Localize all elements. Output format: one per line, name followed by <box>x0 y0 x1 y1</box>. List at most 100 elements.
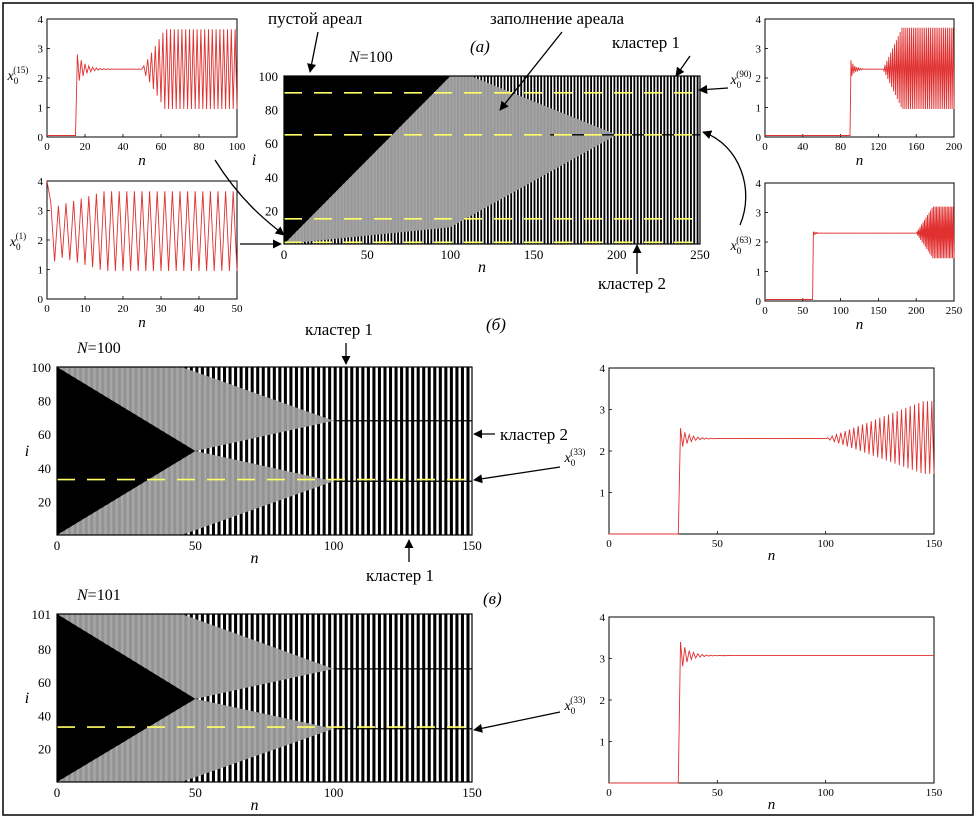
plot-frame <box>283 75 701 245</box>
y-tick-label-0: 0 <box>756 296 762 308</box>
x-tick-label-0: 0 <box>54 538 61 553</box>
y-tick-label-1: 1 <box>756 103 762 115</box>
y-tick-label-60: 60 <box>265 136 278 151</box>
x-axis-label: n <box>138 153 146 169</box>
y-tick-label-0: 0 <box>756 132 762 144</box>
filling-wedge <box>284 76 617 244</box>
y-tick-label-3: 3 <box>600 405 606 417</box>
stripe-pattern <box>57 614 470 782</box>
y-axis-label: i <box>252 152 256 169</box>
x-tick-label-20: 20 <box>118 303 130 315</box>
y-tick-label-20: 20 <box>38 494 51 509</box>
time-series-c-x33: 0 50 100 150 1 2 3 4 n x0(33) <box>564 612 943 813</box>
x-tick-label-60: 60 <box>156 141 168 153</box>
empty-area <box>284 76 451 244</box>
x-axis-label: n <box>768 548 776 564</box>
x-axis-label: n <box>768 797 776 813</box>
x-tick-label-50: 50 <box>361 247 374 262</box>
plot-frame <box>56 613 473 783</box>
y-tick-label-3: 3 <box>600 654 606 666</box>
arrow-area-filling <box>499 31 563 111</box>
y-tick-label-1: 1 <box>756 267 762 279</box>
x-axis-label: n <box>138 315 146 331</box>
x-tick-label-30: 30 <box>156 303 168 315</box>
filling-wedge-lower <box>57 451 334 535</box>
filling-wedge-lower <box>57 698 334 782</box>
x-tick-label-200: 200 <box>946 141 963 153</box>
x-tick-label-100: 100 <box>441 247 461 262</box>
y-tick-label-80: 80 <box>38 642 51 657</box>
y-axis-label: x0(1) <box>9 231 26 252</box>
panel-label-b: (б) <box>486 315 506 334</box>
y-tick-label-60: 60 <box>38 427 51 442</box>
y-tick-label-100: 100 <box>259 69 279 84</box>
y-tick-label-20: 20 <box>38 742 51 757</box>
x-tick-label-0: 0 <box>54 785 61 800</box>
stripe-pattern <box>57 367 470 535</box>
x-axis-label: n <box>856 153 864 169</box>
y-tick-label-2: 2 <box>600 446 606 458</box>
x-tick-label-50: 50 <box>797 305 809 317</box>
spacetime-diagram-c: 0 50 100 150 20 40 60 80 101 n i N=101 <box>25 587 482 814</box>
arrow-a-x63 <box>702 130 747 226</box>
x-tick-label-250: 250 <box>946 305 963 317</box>
panel-label-c: (в) <box>483 589 502 608</box>
x-tick-label-0: 0 <box>606 538 612 550</box>
y-axis-label: x0(15) <box>7 65 29 86</box>
arrow-a-cluster1 <box>675 55 691 77</box>
plot-frame <box>56 366 473 536</box>
series-line <box>609 401 935 535</box>
y-axis-label: x0(63) <box>730 235 752 256</box>
series-line <box>46 180 238 272</box>
x-tick-label-50: 50 <box>712 538 724 550</box>
y-tick-label-80: 80 <box>38 394 51 409</box>
x-axis-label: n <box>251 550 259 567</box>
x-tick-label-0: 0 <box>44 141 50 153</box>
arrow-empty-area <box>307 31 319 73</box>
x-tick-label-100: 100 <box>817 787 834 799</box>
callout-arrows <box>214 31 747 733</box>
y-tick-label-40: 40 <box>38 461 51 476</box>
y-tick-label-1: 1 <box>38 103 44 115</box>
y-axis-label: x0(33) <box>564 695 586 716</box>
arrow-a-x15 <box>214 159 285 236</box>
callout-b-cluster1-bottom: кластер 1 <box>366 566 434 585</box>
arrow-b-x33 <box>473 466 561 484</box>
y-tick-label-3: 3 <box>756 44 762 56</box>
y-tick-label-4: 4 <box>38 14 44 26</box>
y-tick-label-4: 4 <box>600 612 606 624</box>
x-tick-label-50: 50 <box>189 785 202 800</box>
x-tick-label-100: 100 <box>229 141 246 153</box>
y-tick-label-2: 2 <box>38 235 44 247</box>
x-tick-label-40: 40 <box>118 141 130 153</box>
x-tick-label-40: 40 <box>797 141 809 153</box>
arrow-c-x33 <box>473 711 561 733</box>
callout-empty-area: пустой ареал <box>268 9 363 28</box>
x-tick-label-120: 120 <box>870 141 887 153</box>
y-tick-label-3: 3 <box>38 206 44 218</box>
x-tick-label-250: 250 <box>690 247 710 262</box>
y-tick-label-2: 2 <box>756 73 762 85</box>
time-series-b-x33: 0 50 100 150 1 2 3 4 n x0(33) <box>564 363 943 564</box>
x-tick-label-150: 150 <box>524 247 544 262</box>
x-tick-label-100: 100 <box>832 305 849 317</box>
y-tick-label-2: 2 <box>38 73 44 85</box>
plot-frame <box>608 616 935 784</box>
filling-wedge-upper <box>57 614 334 699</box>
plot-title: N=101 <box>76 587 121 604</box>
x-axis-label: n <box>478 259 486 276</box>
x-tick-label-0: 0 <box>281 247 288 262</box>
x-tick-label-150: 150 <box>462 538 482 553</box>
panel-label-a: (а) <box>470 37 490 56</box>
time-series-x1: 0 10 20 30 40 50 0 1 2 3 4 n x0(1) <box>9 176 243 331</box>
x-tick-label-160: 160 <box>908 141 925 153</box>
y-axis-label: x0(90) <box>730 69 752 90</box>
time-series-x90: 0 40 80 120 160 200 0 1 2 3 4 n x0(90) <box>730 14 963 169</box>
y-tick-label-101: 101 <box>32 607 52 622</box>
x-tick-label-80: 80 <box>835 141 847 153</box>
filling-wedge-upper <box>57 367 334 451</box>
y-tick-label-0: 0 <box>38 132 44 144</box>
y-tick-label-1: 1 <box>600 488 606 500</box>
y-tick-label-3: 3 <box>756 208 762 220</box>
